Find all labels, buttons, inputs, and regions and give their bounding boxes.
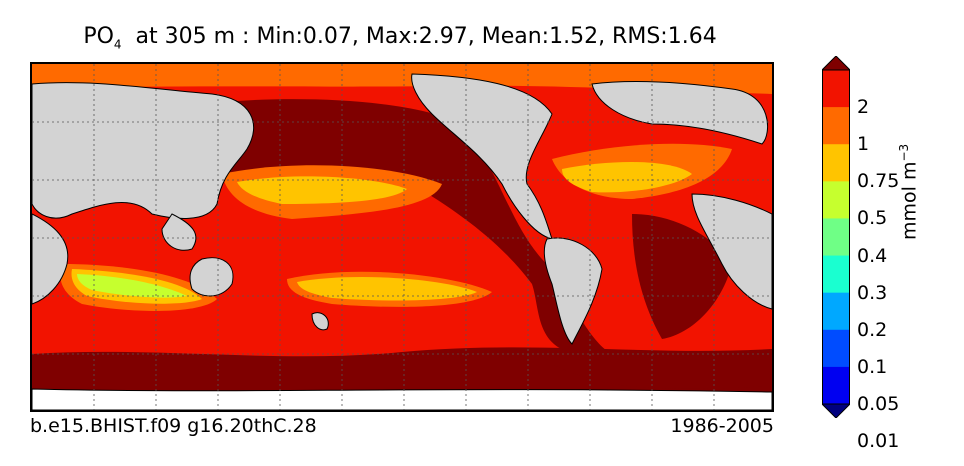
title-stats: at 305 m : Min:0.07, Max:2.97, Mean:1.52… — [121, 24, 717, 49]
map-svg — [32, 64, 772, 410]
map-panel — [30, 62, 774, 412]
pacific-yellow-zone — [237, 176, 407, 204]
land-africa-east — [32, 213, 69, 305]
south-atlantic-high — [632, 214, 732, 339]
colorbar-cell — [822, 70, 850, 108]
colorbar-unit: mmol m−3 — [897, 144, 920, 240]
colorbar-label: 1 — [857, 133, 870, 156]
colorbar-cell — [822, 329, 850, 368]
title-subscript: 4 — [113, 37, 122, 52]
land-africa-west — [691, 193, 772, 310]
colorbar-border — [822, 69, 850, 405]
map-grid — [32, 64, 772, 410]
map-title: PO4 at 305 m : Min:0.07, Max:2.97, Mean:… — [0, 24, 800, 51]
land-new-zealand — [311, 312, 329, 331]
colorbar-label: 0.05 — [857, 393, 900, 415]
land-eurasia — [32, 82, 255, 219]
colorbar-label: 0.4 — [857, 244, 888, 267]
colorbar-extend-bottom — [822, 403, 850, 418]
colorbar-cell — [822, 292, 850, 331]
title-variable: PO — [83, 24, 114, 49]
colorbar-label: 0.2 — [857, 318, 888, 341]
colorbar-label: 0.75 — [857, 170, 900, 193]
colorbar-label: 0.5 — [857, 207, 888, 230]
colorbar-cells — [822, 70, 850, 405]
colorbar-extend-top — [822, 56, 850, 71]
unit-main: mmol m — [898, 161, 921, 240]
land-australia — [189, 257, 234, 297]
colorbar-label: 0.01 — [857, 430, 900, 453]
land-group — [32, 73, 772, 410]
colorbar-label: 0.3 — [857, 281, 888, 304]
colorbar-cell — [822, 255, 850, 294]
colorbar-label: 0.1 — [857, 355, 888, 378]
colorbar — [822, 56, 850, 418]
colorbar-label: 2 — [857, 96, 870, 119]
time-period: 1986-2005 — [670, 415, 774, 437]
colorbar-cell — [822, 366, 850, 405]
unit-exponent: −3 — [897, 143, 911, 162]
indian-lime — [77, 274, 187, 298]
colorbar-cell — [822, 181, 850, 219]
colorbar-cell — [822, 107, 850, 145]
land-maritime — [161, 213, 197, 251]
land-greenland-europe — [591, 81, 768, 145]
arctic-orange — [32, 64, 772, 94]
north-atlantic-yellow — [562, 162, 692, 193]
colorbar-cell — [822, 218, 850, 257]
land-antarctica — [32, 388, 772, 410]
north-pacific-high — [202, 99, 612, 356]
land-south-america — [543, 237, 603, 345]
case-name: b.e15.BHIST.f09 g16.20thC.28 — [30, 415, 317, 437]
colorbar-cell — [822, 144, 850, 182]
